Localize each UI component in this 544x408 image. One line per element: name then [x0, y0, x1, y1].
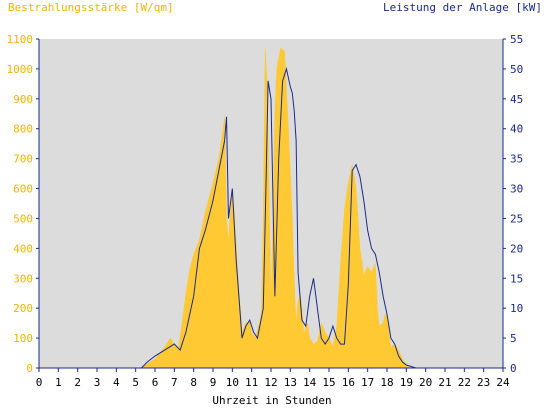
x-tick-label: 23	[477, 376, 490, 389]
x-tick-label: 7	[171, 376, 178, 389]
right-tick-label: 20	[510, 242, 523, 255]
right-tick-label: 25	[510, 212, 523, 225]
right-tick-label: 55	[510, 33, 523, 46]
left-tick-label: 400	[13, 242, 33, 255]
x-tick-label: 9	[210, 376, 217, 389]
x-tick-label: 20	[419, 376, 432, 389]
x-tick-label: 12	[264, 376, 277, 389]
left-tick-label: 300	[13, 272, 33, 285]
left-tick-label: 100	[13, 332, 33, 345]
right-tick-label: 15	[510, 272, 523, 285]
right-tick-label: 35	[510, 153, 523, 166]
x-tick-label: 15	[322, 376, 335, 389]
x-tick-label: 10	[226, 376, 239, 389]
left-axis-ticks: 0 100 200 300 400 500 600 700 800 900 1000 1100	[7, 33, 39, 375]
left-tick-label: 500	[13, 212, 33, 225]
power-line	[39, 66, 503, 369]
x-tick-label: 18	[380, 376, 393, 389]
x-tick-label: 13	[284, 376, 297, 389]
right-tick-label: 30	[510, 183, 523, 196]
left-tick-label: 700	[13, 153, 33, 166]
right-axis-label: Leistung der Anlage [kW]	[383, 1, 542, 14]
x-tick-label: 16	[342, 376, 355, 389]
left-tick-label: 800	[13, 123, 33, 136]
x-tick-label: 8	[190, 376, 197, 389]
left-tick-label: 1000	[7, 63, 34, 76]
right-tick-label: 45	[510, 93, 523, 106]
left-tick-label: 0	[26, 362, 33, 375]
x-tick-label: 24	[496, 376, 510, 389]
right-tick-label: 0	[510, 362, 517, 375]
left-tick-label: 1100	[7, 33, 34, 46]
right-tick-label: 50	[510, 63, 523, 76]
right-tick-label: 5	[510, 332, 517, 345]
x-tick-label: 5	[132, 376, 139, 389]
left-tick-label: 600	[13, 183, 33, 196]
x-tick-label: 1	[55, 376, 62, 389]
left-tick-label: 900	[13, 93, 33, 106]
x-tick-label: 11	[245, 376, 258, 389]
x-tick-label: 21	[438, 376, 451, 389]
x-tick-label: 4	[113, 376, 120, 389]
irradiance-series	[39, 47, 503, 369]
left-axis-label: Bestrahlungsstärke [W/qm]	[8, 1, 174, 14]
x-tick-label: 6	[152, 376, 159, 389]
x-tick-label: 19	[400, 376, 413, 389]
x-tick-label: 22	[458, 376, 471, 389]
right-axis-ticks: 0 5 10 15 20 25 30 35 40 45 50 55	[503, 33, 523, 375]
x-axis-label: Uhrzeit in Stunden	[212, 394, 332, 407]
x-tick-label: 2	[74, 376, 81, 389]
power-series	[39, 66, 503, 369]
irradiance-area	[39, 47, 503, 369]
left-tick-label: 200	[13, 302, 33, 315]
x-tick-label: 17	[361, 376, 374, 389]
right-tick-label: 10	[510, 302, 523, 315]
x-tick-label: 0	[36, 376, 43, 389]
x-tick-label: 3	[94, 376, 101, 389]
x-tick-label: 14	[303, 376, 317, 389]
right-tick-label: 40	[510, 123, 523, 136]
x-axis-ticks: 0 1 2 3 4 5 6 7 8 9 10 11 12 13 14 15 16 17 18 19 20 21 22 23 24	[36, 368, 510, 389]
